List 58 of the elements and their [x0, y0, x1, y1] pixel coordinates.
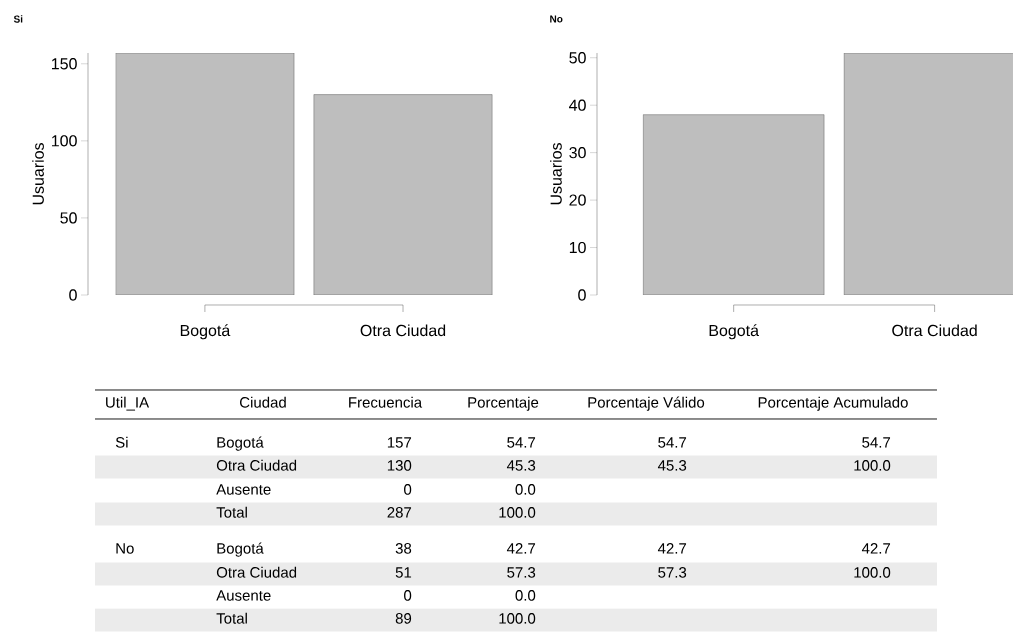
text: 100.0 — [854, 460, 891, 471]
y-tick-label: 50 — [60, 212, 77, 224]
text: 51 — [395, 567, 412, 578]
text: 100.0 — [499, 613, 536, 624]
text: 57.3 — [507, 567, 536, 578]
text: 100.0 — [499, 507, 536, 518]
text: Porcentaje — [468, 396, 539, 411]
text: Bogotá — [217, 542, 264, 557]
text: 45.3 — [657, 460, 687, 471]
text: 287 — [387, 507, 412, 518]
y-tick-label: 0 — [578, 289, 586, 301]
text: Frecuencia — [349, 396, 423, 408]
text: 0 — [404, 590, 412, 601]
text: Si — [13, 15, 23, 23]
text: Bogotá — [217, 436, 264, 451]
text: Porcentaje Válido — [588, 396, 705, 411]
text: Porcentaje Acumulado — [758, 396, 908, 411]
text: 42.7 — [506, 543, 536, 554]
text: 54.7 — [658, 437, 687, 448]
text: 0.0 — [515, 484, 536, 495]
y-tick-label: 40 — [569, 99, 586, 111]
text: Total — [216, 612, 247, 624]
y-tick-label: 0 — [69, 289, 77, 301]
x-tick-label: Bogotá — [709, 324, 759, 340]
text: Ausente — [216, 484, 271, 495]
text: 54.7 — [862, 437, 891, 448]
text: Si — [115, 436, 128, 448]
text: Ausente — [216, 590, 271, 601]
x-tick-label: Bogotá — [180, 324, 231, 340]
x-tick-label: Otra Ciudad — [892, 324, 977, 337]
text: 42.7 — [657, 543, 687, 554]
text: Ciudad — [240, 396, 286, 408]
text: 57.3 — [658, 567, 687, 578]
y-tick-label: 150 — [52, 58, 77, 70]
text: Total — [216, 506, 247, 518]
y-tick-label: 30 — [569, 146, 586, 159]
text: 0 — [404, 484, 412, 495]
y-tick-label: 100 — [52, 135, 77, 147]
text: Otra Ciudad — [216, 459, 297, 471]
text: 45.3 — [506, 460, 536, 471]
text: 130 — [387, 460, 412, 471]
y-tick-label: 50 — [569, 52, 586, 64]
text: Util_IA — [106, 396, 150, 411]
text: 89 — [395, 613, 412, 624]
text: 157 — [387, 437, 412, 448]
y-tick-label: 10 — [569, 241, 586, 254]
text: 54.7 — [507, 437, 536, 448]
chart-title: No — [550, 15, 563, 23]
y-axis-title: Usuarios — [32, 143, 44, 205]
y-axis-title: Usuarios — [550, 143, 562, 205]
text: No — [116, 543, 134, 554]
text: 42.7 — [861, 543, 891, 554]
text: 100.0 — [854, 567, 891, 578]
text: Otra Ciudad — [216, 566, 297, 578]
text: 0.0 — [515, 590, 536, 601]
y-tick-label: 20 — [569, 194, 586, 206]
text: 38 — [395, 543, 412, 554]
x-tick-label: Otra Ciudad — [360, 324, 446, 337]
